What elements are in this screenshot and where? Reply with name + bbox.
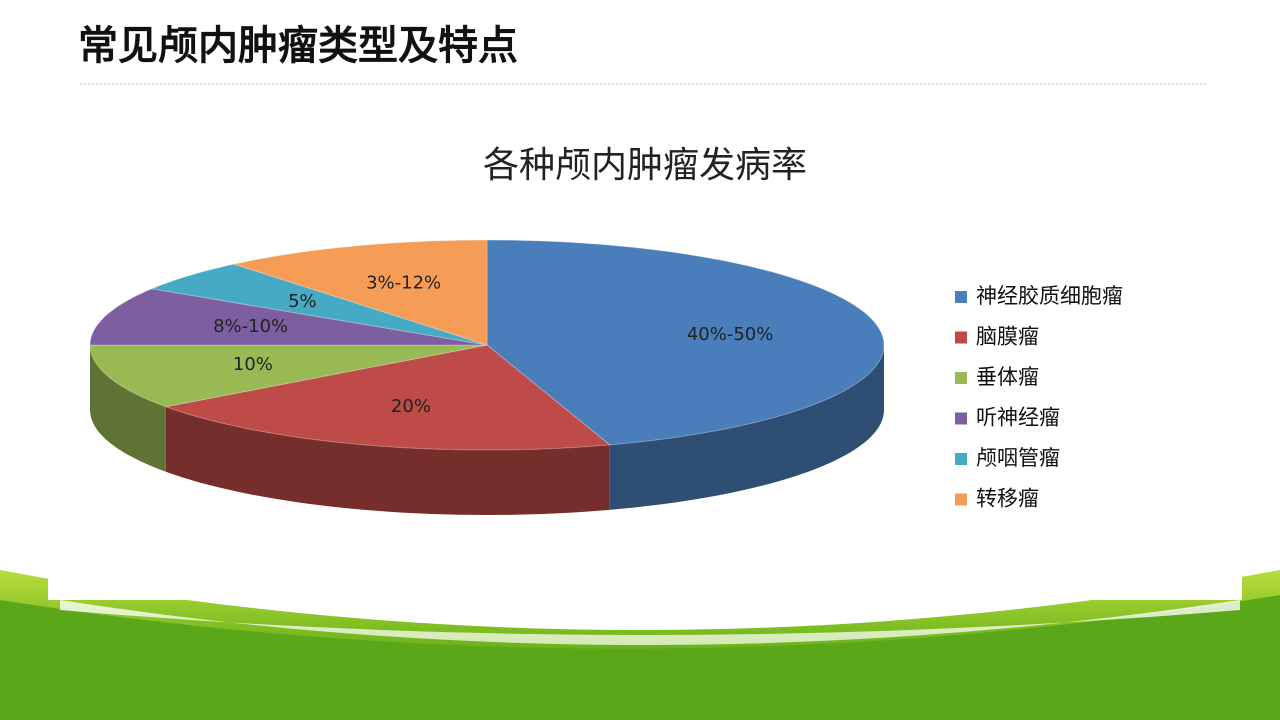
legend-label: 转移瘤	[976, 487, 1039, 511]
slice	[149, 263, 488, 346]
slide-title: 常见颅内肿瘤类型及特点	[78, 23, 518, 69]
slice-side	[90, 345, 166, 472]
data-label: 20%	[391, 396, 431, 417]
slice	[486, 239, 885, 446]
legend-swatch	[955, 412, 967, 425]
chart-title: 各种颅内肿瘤发病率	[483, 145, 807, 186]
slice-side	[165, 406, 610, 515]
data-label: 40%-50%	[687, 324, 774, 345]
data-label: 10%	[233, 354, 273, 375]
legend-swatch	[955, 372, 967, 384]
legend-label: 颅咽管瘤	[976, 446, 1060, 470]
pie: 40%-50% 20% 10% 8%-10%5% 3%-12%	[89, 239, 885, 515]
legend-label: 听神经瘤	[976, 406, 1060, 430]
slice-side	[609, 345, 884, 510]
slice	[163, 344, 611, 451]
legend-swatch	[955, 493, 967, 506]
legend-swatch	[955, 331, 967, 344]
data-label: 5%	[288, 291, 317, 312]
grass-haze	[60, 600, 1240, 645]
legend-swatch	[955, 453, 967, 465]
slice	[231, 239, 488, 346]
slice	[89, 288, 488, 346]
slice	[89, 344, 488, 408]
legend-label: 脑膜瘤	[976, 325, 1039, 349]
legend-label: 垂体瘤	[976, 365, 1039, 389]
legend-label: 神经胶质细胞瘤	[976, 284, 1123, 308]
legend-swatch	[955, 291, 967, 303]
data-label: 8%-10%	[213, 316, 288, 337]
grass-band-dark	[0, 595, 1280, 720]
data-label: 3%-12%	[366, 273, 441, 294]
